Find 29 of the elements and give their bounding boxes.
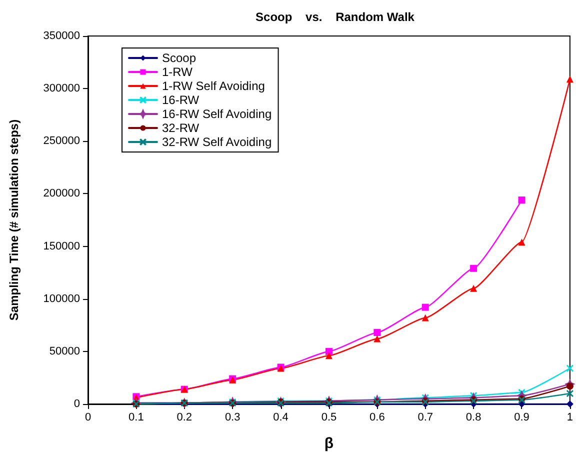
x-tick-label: 0.3: [224, 412, 240, 424]
legend-label: 16-RW: [162, 93, 200, 107]
y-tick-label: 50000: [49, 345, 80, 358]
x-axis-title: β: [324, 435, 334, 452]
legend-label: Scoop: [162, 51, 196, 65]
legend-label: 1-RW: [162, 65, 194, 79]
x-tick-label: 0.4: [273, 412, 288, 424]
x-tick-label: 0.5: [321, 412, 337, 424]
y-tick-label: 200000: [43, 188, 80, 200]
x-tick-label: 0.1: [128, 412, 144, 424]
y-axis-title: Sampling Time (# simulation steps): [7, 119, 21, 321]
x-tick-label: 0.6: [370, 412, 385, 424]
legend-label: 32-RW Self Avoiding: [162, 135, 272, 149]
y-tick-label: 350000: [43, 30, 80, 42]
legend-label: 32-RW: [162, 121, 200, 135]
x-tick-label: 0: [84, 412, 92, 424]
x-tick-label: 0.2: [176, 412, 192, 424]
legend-label: 1-RW Self Avoiding: [162, 79, 265, 93]
y-tick-label: 100000: [43, 292, 80, 305]
x-tick-label: 0.7: [418, 412, 434, 424]
x-tick-label: 0.9: [514, 412, 530, 424]
y-tick-label: 250000: [43, 135, 80, 148]
y-tick-label: 300000: [43, 82, 80, 95]
chart-title: Scoop vs. Random Walk: [256, 10, 415, 24]
legend-label: 16-RW Self Avoiding: [162, 107, 272, 121]
y-tick-label: 0: [74, 398, 80, 410]
x-tick-label: 0.8: [466, 412, 482, 424]
x-tick-label: 1: [566, 412, 574, 424]
y-tick-label: 150000: [43, 240, 80, 252]
